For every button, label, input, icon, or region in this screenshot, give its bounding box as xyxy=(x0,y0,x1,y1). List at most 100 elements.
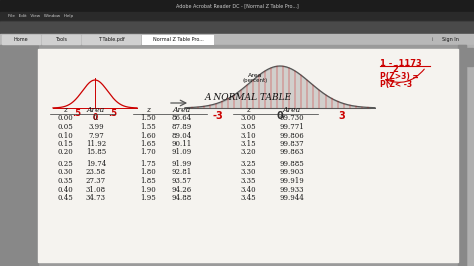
Text: 3.99: 3.99 xyxy=(88,123,104,131)
Text: Area: Area xyxy=(248,73,262,78)
Bar xyxy=(458,45,466,266)
Text: 1.55: 1.55 xyxy=(140,123,156,131)
Text: 99.806: 99.806 xyxy=(280,131,304,139)
Text: z: z xyxy=(63,106,67,114)
Bar xyxy=(0,45,466,266)
Text: 3.15: 3.15 xyxy=(240,140,256,148)
Bar xyxy=(82,35,140,44)
Text: Area: Area xyxy=(87,106,105,114)
Text: 0.: 0. xyxy=(92,114,100,123)
Text: 34.73: 34.73 xyxy=(86,194,106,202)
Text: 99.863: 99.863 xyxy=(280,148,304,156)
Text: 3.45: 3.45 xyxy=(240,194,256,202)
Text: 0: 0 xyxy=(277,111,283,121)
Text: 99.919: 99.919 xyxy=(280,177,304,185)
Text: 2: 2 xyxy=(392,65,398,74)
Text: 1.85: 1.85 xyxy=(140,177,156,185)
Text: 1.95: 1.95 xyxy=(140,194,156,202)
Text: 0.40: 0.40 xyxy=(57,185,73,193)
Text: P(Z< -3: P(Z< -3 xyxy=(380,81,412,89)
Text: 3.25: 3.25 xyxy=(240,160,256,168)
Text: Home: Home xyxy=(14,37,28,42)
Text: 89.04: 89.04 xyxy=(172,131,192,139)
Text: i: i xyxy=(431,37,433,42)
Text: 1 - .1173: 1 - .1173 xyxy=(380,59,422,68)
Text: .5: .5 xyxy=(109,109,118,118)
Text: T Table.pdf: T Table.pdf xyxy=(98,37,124,42)
Text: z: z xyxy=(146,106,150,114)
Text: z: z xyxy=(246,106,250,114)
Text: 1.50: 1.50 xyxy=(140,114,156,123)
Bar xyxy=(467,48,473,66)
Text: P(Z>3) =: P(Z>3) = xyxy=(380,72,419,81)
Bar xyxy=(0,22,474,33)
Text: 3.05: 3.05 xyxy=(240,123,256,131)
Text: Normal Z Table Pro...: Normal Z Table Pro... xyxy=(153,37,203,42)
Text: 1.90: 1.90 xyxy=(140,185,156,193)
Text: 15.85: 15.85 xyxy=(86,148,106,156)
Text: .5: .5 xyxy=(73,109,82,118)
Bar xyxy=(42,35,80,44)
Text: 99.885: 99.885 xyxy=(280,160,304,168)
Text: 0: 0 xyxy=(92,113,98,122)
Text: File   Edit   View   Window   Help: File Edit View Window Help xyxy=(8,15,73,19)
Text: 99.944: 99.944 xyxy=(280,194,304,202)
Text: 0.15: 0.15 xyxy=(57,140,73,148)
Text: Adobe Acrobat Reader DC - [Normal Z Table Pro...]: Adobe Acrobat Reader DC - [Normal Z Tabl… xyxy=(176,3,298,9)
Bar xyxy=(0,0,474,12)
Bar xyxy=(0,34,474,45)
Text: 0.20: 0.20 xyxy=(57,148,73,156)
Bar xyxy=(38,49,458,262)
Text: -3: -3 xyxy=(213,111,223,121)
Text: (percent): (percent) xyxy=(242,78,268,83)
Text: 99.837: 99.837 xyxy=(280,140,304,148)
Text: 0.35: 0.35 xyxy=(57,177,73,185)
Text: 1.70: 1.70 xyxy=(140,148,156,156)
Text: 99.903: 99.903 xyxy=(280,168,304,177)
Text: 3: 3 xyxy=(338,111,346,121)
Text: 3.40: 3.40 xyxy=(240,185,256,193)
Text: 11.92: 11.92 xyxy=(86,140,106,148)
Text: 94.26: 94.26 xyxy=(172,185,192,193)
Text: 99.771: 99.771 xyxy=(280,123,304,131)
Text: 0.30: 0.30 xyxy=(57,168,73,177)
Text: Sign In: Sign In xyxy=(442,37,458,42)
Text: 1.60: 1.60 xyxy=(140,131,156,139)
Text: 92.81: 92.81 xyxy=(172,168,192,177)
Text: 91.09: 91.09 xyxy=(172,148,192,156)
Bar xyxy=(142,35,214,45)
Bar xyxy=(0,12,474,21)
Bar xyxy=(0,45,38,266)
Text: 90.11: 90.11 xyxy=(172,140,192,148)
Text: 7.97: 7.97 xyxy=(88,131,104,139)
Text: 93.57: 93.57 xyxy=(172,177,192,185)
Text: 3.10: 3.10 xyxy=(240,131,256,139)
Text: 94.88: 94.88 xyxy=(172,194,192,202)
Text: 0.10: 0.10 xyxy=(57,131,73,139)
Text: Area: Area xyxy=(173,106,191,114)
Bar xyxy=(466,45,474,266)
Text: 19.74: 19.74 xyxy=(86,160,106,168)
Bar xyxy=(274,115,312,122)
Text: 99.933: 99.933 xyxy=(280,185,304,193)
Bar xyxy=(2,35,40,44)
Text: 86.64: 86.64 xyxy=(172,114,192,123)
Text: 0.25: 0.25 xyxy=(57,160,73,168)
Text: Area: Area xyxy=(283,106,301,114)
Text: 87.89: 87.89 xyxy=(172,123,192,131)
Bar xyxy=(0,21,474,34)
Text: Tools: Tools xyxy=(55,37,67,42)
Text: 1.80: 1.80 xyxy=(140,168,156,177)
Text: 91.99: 91.99 xyxy=(172,160,192,168)
Text: A NORMAL TABLE: A NORMAL TABLE xyxy=(204,94,292,102)
Text: 27.37: 27.37 xyxy=(86,177,106,185)
Text: 99.730: 99.730 xyxy=(280,114,304,123)
Bar xyxy=(142,35,214,45)
Text: 3.35: 3.35 xyxy=(240,177,256,185)
Text: 23.58: 23.58 xyxy=(86,168,106,177)
Text: 3.20: 3.20 xyxy=(240,148,256,156)
Text: 31.08: 31.08 xyxy=(86,185,106,193)
Text: 3.30: 3.30 xyxy=(240,168,256,177)
Text: 3.00: 3.00 xyxy=(240,114,256,123)
Text: 1.75: 1.75 xyxy=(140,160,156,168)
